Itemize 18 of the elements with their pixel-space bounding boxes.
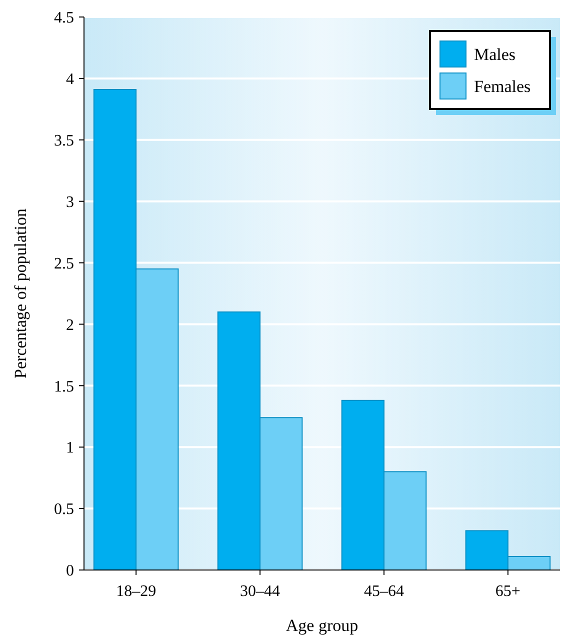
- legend-label: Males: [474, 44, 516, 64]
- y-tick-label: 0.5: [54, 501, 74, 518]
- x-tick-label: 18–29: [116, 583, 156, 600]
- y-tick-label: 4: [66, 71, 74, 88]
- y-tick-label: 1: [66, 440, 74, 457]
- y-tick-label: 3.5: [54, 132, 74, 150]
- y-tick-label: 3: [66, 194, 74, 211]
- y-axis-title: Percentage of population: [11, 208, 30, 378]
- x-tick-label: 30–44: [240, 583, 280, 600]
- x-tick-label: 45–64: [364, 583, 404, 600]
- legend-label: Females: [474, 76, 531, 96]
- x-tick-label: 65+: [495, 583, 520, 600]
- y-tick-label: 0: [66, 562, 74, 580]
- y-tick-label: 2: [66, 316, 74, 334]
- y-tick-label: 2.5: [54, 255, 74, 272]
- y-tick-label: 1.5: [54, 378, 74, 396]
- x-axis-title: Age group: [286, 616, 358, 635]
- y-tick-label: 4.5: [54, 10, 74, 27]
